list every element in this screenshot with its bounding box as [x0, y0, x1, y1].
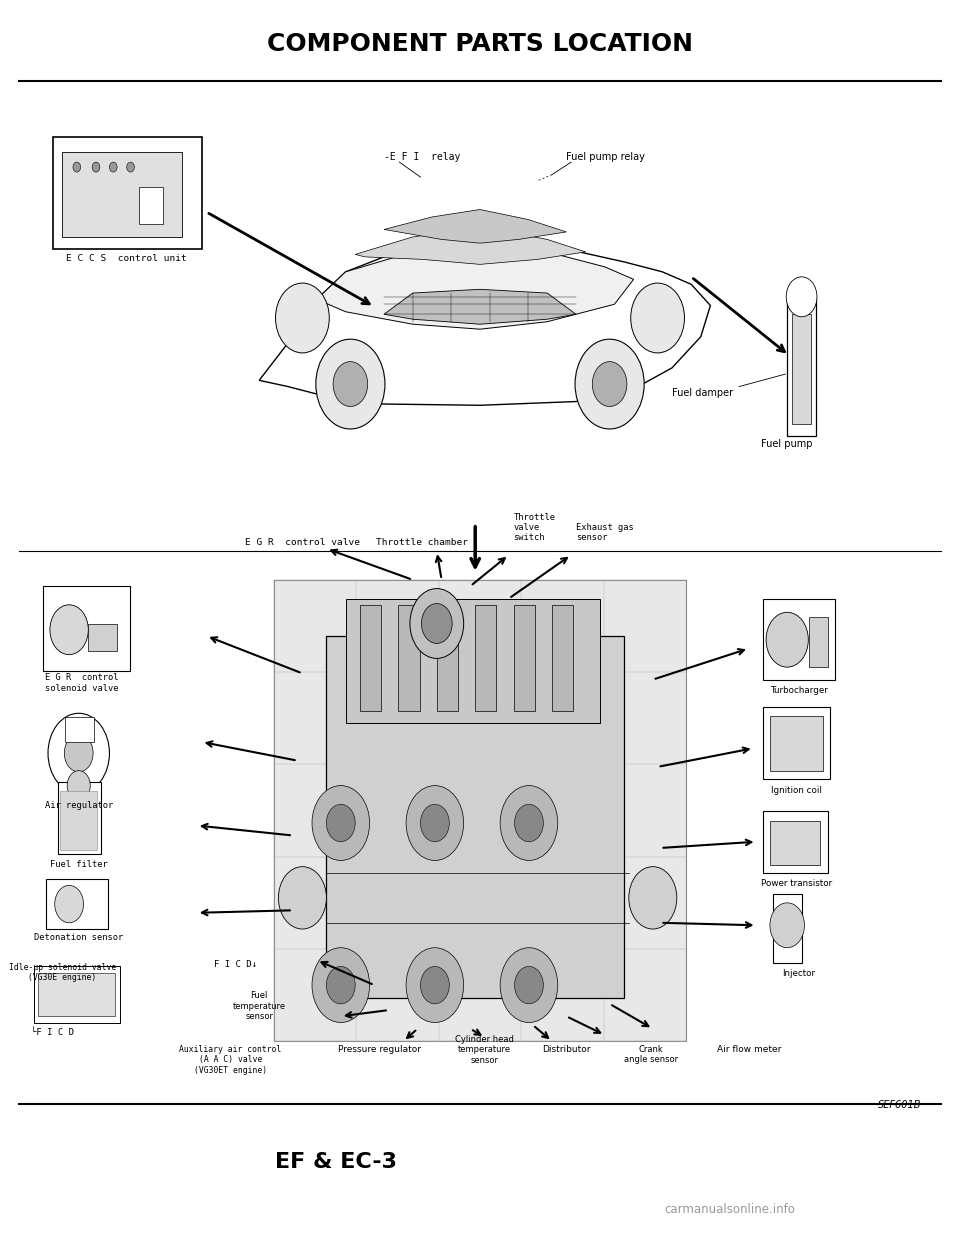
Circle shape	[326, 804, 355, 842]
Bar	[326, 636, 624, 998]
Text: Fuel damper: Fuel damper	[672, 388, 733, 398]
Text: Ignition coil: Ignition coil	[772, 786, 822, 794]
Circle shape	[406, 786, 464, 860]
Circle shape	[67, 771, 90, 801]
Text: E C C S  control unit: E C C S control unit	[66, 254, 187, 263]
Bar	[552, 605, 573, 711]
Circle shape	[312, 948, 370, 1023]
Text: Fuel pump: Fuel pump	[761, 439, 813, 449]
Text: Distributor: Distributor	[542, 1045, 590, 1054]
Bar	[43, 586, 130, 671]
Circle shape	[406, 948, 464, 1023]
Circle shape	[333, 362, 368, 407]
Text: Cylinder head
temperature
sensor: Cylinder head temperature sensor	[455, 1035, 515, 1065]
Circle shape	[515, 804, 543, 842]
Circle shape	[73, 162, 81, 172]
Circle shape	[276, 283, 329, 353]
Circle shape	[127, 162, 134, 172]
Circle shape	[64, 734, 93, 772]
Bar	[763, 599, 835, 680]
Bar	[514, 605, 535, 711]
Text: EF & EC-3: EF & EC-3	[275, 1152, 397, 1172]
Text: Turbocharger: Turbocharger	[770, 686, 828, 695]
Circle shape	[500, 786, 558, 860]
Text: Throttle chamber: Throttle chamber	[376, 539, 468, 547]
Bar	[770, 821, 820, 865]
Bar	[787, 299, 816, 436]
Circle shape	[786, 277, 817, 317]
Circle shape	[316, 339, 385, 429]
Text: Auxiliary air control
(A A C) valve
(VG30ET engine): Auxiliary air control (A A C) valve (VG3…	[180, 1045, 281, 1075]
Polygon shape	[384, 289, 576, 324]
Bar	[38, 973, 115, 1016]
Text: E G R  control
solenoid valve: E G R control solenoid valve	[45, 673, 118, 693]
Circle shape	[55, 885, 84, 923]
Bar	[46, 879, 108, 929]
Circle shape	[770, 903, 804, 948]
Text: Exhaust gas
sensor: Exhaust gas sensor	[576, 522, 634, 542]
Bar	[773, 894, 802, 963]
Text: Air flow meter: Air flow meter	[716, 1045, 781, 1054]
Text: Fuel
temperature
sensor: Fuel temperature sensor	[232, 991, 286, 1021]
Circle shape	[766, 612, 808, 667]
Bar	[139, 187, 163, 224]
Bar	[809, 617, 828, 667]
Circle shape	[50, 605, 88, 655]
Bar	[346, 599, 600, 723]
Text: Injector: Injector	[782, 969, 815, 978]
Bar	[763, 811, 828, 873]
Circle shape	[500, 948, 558, 1023]
Circle shape	[278, 867, 326, 929]
Circle shape	[421, 604, 452, 643]
Bar	[34, 966, 120, 1023]
Text: └F I C D: └F I C D	[32, 1028, 74, 1036]
Bar	[792, 314, 811, 424]
Bar	[60, 791, 97, 850]
Circle shape	[312, 786, 370, 860]
Circle shape	[515, 966, 543, 1004]
Text: Fuel filter: Fuel filter	[50, 860, 108, 869]
Circle shape	[575, 339, 644, 429]
Polygon shape	[384, 209, 566, 243]
Text: Pressure regulator: Pressure regulator	[338, 1045, 420, 1054]
Text: E G R  control valve: E G R control valve	[245, 539, 360, 547]
Text: SEF601B: SEF601B	[878, 1100, 922, 1110]
Bar	[88, 624, 117, 651]
Circle shape	[629, 867, 677, 929]
Circle shape	[410, 589, 464, 658]
Text: Detonation sensor: Detonation sensor	[35, 933, 123, 941]
Bar	[62, 152, 182, 237]
Circle shape	[326, 966, 355, 1004]
Circle shape	[631, 283, 684, 353]
Text: COMPONENT PARTS LOCATION: COMPONENT PARTS LOCATION	[267, 31, 693, 56]
Bar	[53, 137, 202, 249]
Bar	[475, 605, 496, 711]
Polygon shape	[259, 234, 710, 405]
Text: Throttle
valve
switch: Throttle valve switch	[514, 513, 556, 542]
Circle shape	[420, 804, 449, 842]
Bar	[360, 605, 381, 711]
Text: carmanualsonline.info: carmanualsonline.info	[664, 1203, 795, 1216]
Text: Power transistor: Power transistor	[761, 879, 832, 888]
Bar	[65, 717, 94, 742]
Text: Idle-up solenoid valve
(VG30E engine): Idle-up solenoid valve (VG30E engine)	[9, 963, 116, 983]
Bar	[274, 580, 686, 1041]
Bar	[763, 707, 830, 779]
Text: F I C D↓: F I C D↓	[214, 960, 256, 969]
Circle shape	[109, 162, 117, 172]
Text: Crank
angle sensor: Crank angle sensor	[624, 1045, 678, 1065]
Bar	[58, 782, 101, 854]
Bar	[398, 605, 420, 711]
Text: Fuel pump relay: Fuel pump relay	[566, 152, 645, 162]
Circle shape	[592, 362, 627, 407]
Text: -E F I  relay: -E F I relay	[384, 152, 461, 162]
Polygon shape	[355, 227, 586, 264]
Circle shape	[48, 713, 109, 793]
Circle shape	[420, 966, 449, 1004]
Text: Air regulator: Air regulator	[44, 801, 113, 809]
Polygon shape	[317, 239, 634, 329]
Circle shape	[92, 162, 100, 172]
Bar	[437, 605, 458, 711]
Bar	[770, 716, 823, 771]
